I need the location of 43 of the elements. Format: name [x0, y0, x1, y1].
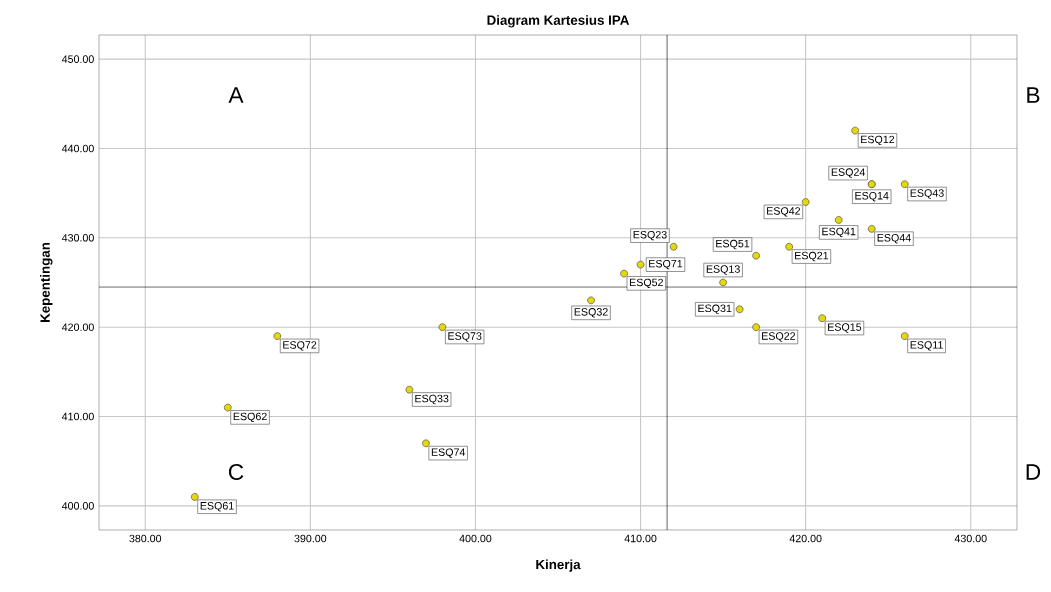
y-tick-label: 430.00 [61, 234, 94, 242]
x-tick-label: 410.00 [624, 534, 657, 543]
chart-title: Diagram Kartesius IPA [487, 15, 630, 28]
data-label: ESQ15 [828, 323, 862, 333]
data-label: ESQ61 [200, 502, 234, 512]
data-label: ESQ41 [822, 227, 856, 238]
data-label: ESQ14 [855, 191, 889, 202]
data-label: ESQ33 [415, 394, 449, 405]
data-label: ESQ52 [629, 278, 663, 289]
data-label: ESQ42 [767, 207, 801, 217]
data-label: ESQ74 [431, 448, 466, 458]
data-label: ESQ51 [716, 239, 750, 250]
x-tick-label: 420.00 [789, 534, 822, 543]
data-label: ESQ12 [861, 135, 895, 146]
text: D [1026, 464, 1041, 480]
annotation: C [228, 463, 244, 481]
data-label: ESQ21 [795, 251, 829, 262]
data-label: ESQ72 [283, 341, 317, 351]
data-label: ESQ73 [448, 332, 482, 342]
data-label: ESQ32 [574, 308, 608, 318]
data-label: ESQ44 [877, 233, 911, 244]
data-label: ESQ62 [233, 412, 267, 423]
y-tick-label: 440.00 [61, 144, 94, 153]
data-label: ESQ71 [649, 259, 683, 270]
text: B [1027, 87, 1040, 103]
annotation: A [228, 87, 244, 103]
data-label: ESQ43 [910, 189, 944, 199]
y-tick-label: 450.00 [61, 55, 94, 63]
x-tick-label: 430.00 [954, 534, 987, 543]
data-label: ESQ11 [910, 341, 943, 351]
x-axis-title: Kinerja [536, 559, 581, 572]
y-tick-label: 410.00 [61, 412, 94, 421]
x-tick-label: 380.00 [129, 534, 162, 543]
data-label: ESQ13 [706, 265, 740, 275]
y-tick-label: 400.00 [61, 502, 94, 510]
data-label: ESQ23 [633, 230, 667, 241]
x-tick-label: 390.00 [294, 534, 327, 543]
x-tick-label: 400.00 [459, 534, 492, 543]
data-label: ESQ31 [698, 304, 732, 315]
y-axis-title: Kepentingan [40, 242, 53, 322]
data-label: ESQ22 [762, 332, 796, 342]
data-label: ESQ24 [831, 168, 865, 178]
y-tick-label: 420.00 [61, 323, 94, 331]
